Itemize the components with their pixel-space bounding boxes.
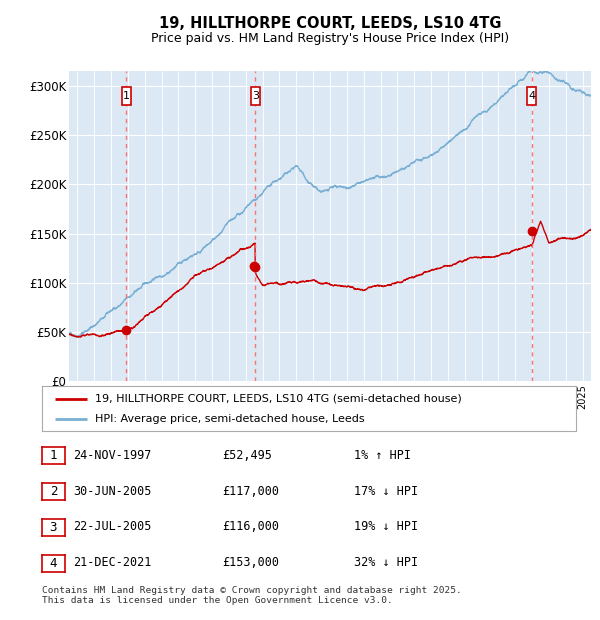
Text: 32% ↓ HPI: 32% ↓ HPI xyxy=(354,557,418,569)
Text: Contains HM Land Registry data © Crown copyright and database right 2025.
This d: Contains HM Land Registry data © Crown c… xyxy=(42,586,462,605)
Text: 1% ↑ HPI: 1% ↑ HPI xyxy=(354,449,411,461)
Text: £52,495: £52,495 xyxy=(222,449,272,461)
Text: HPI: Average price, semi-detached house, Leeds: HPI: Average price, semi-detached house,… xyxy=(95,414,365,424)
Text: 1: 1 xyxy=(50,450,57,462)
Text: 3: 3 xyxy=(50,521,57,534)
Text: 19% ↓ HPI: 19% ↓ HPI xyxy=(354,521,418,533)
Text: £153,000: £153,000 xyxy=(222,557,279,569)
Text: 21-DEC-2021: 21-DEC-2021 xyxy=(73,557,152,569)
Text: 4: 4 xyxy=(50,557,57,570)
Text: 19, HILLTHORPE COURT, LEEDS, LS10 4TG (semi-detached house): 19, HILLTHORPE COURT, LEEDS, LS10 4TG (s… xyxy=(95,394,462,404)
Text: Price paid vs. HM Land Registry's House Price Index (HPI): Price paid vs. HM Land Registry's House … xyxy=(151,32,509,45)
Text: £116,000: £116,000 xyxy=(222,521,279,533)
Text: £117,000: £117,000 xyxy=(222,485,279,497)
Text: 2: 2 xyxy=(50,485,57,498)
Bar xyxy=(251,87,260,105)
Text: 1: 1 xyxy=(123,91,130,101)
Text: 22-JUL-2005: 22-JUL-2005 xyxy=(73,521,152,533)
Bar xyxy=(527,87,536,105)
Text: 30-JUN-2005: 30-JUN-2005 xyxy=(73,485,152,497)
Text: 4: 4 xyxy=(528,91,535,101)
Text: 17% ↓ HPI: 17% ↓ HPI xyxy=(354,485,418,497)
Text: 24-NOV-1997: 24-NOV-1997 xyxy=(73,449,152,461)
Text: 3: 3 xyxy=(252,91,259,101)
Bar xyxy=(122,87,131,105)
Text: 19, HILLTHORPE COURT, LEEDS, LS10 4TG: 19, HILLTHORPE COURT, LEEDS, LS10 4TG xyxy=(159,16,501,30)
